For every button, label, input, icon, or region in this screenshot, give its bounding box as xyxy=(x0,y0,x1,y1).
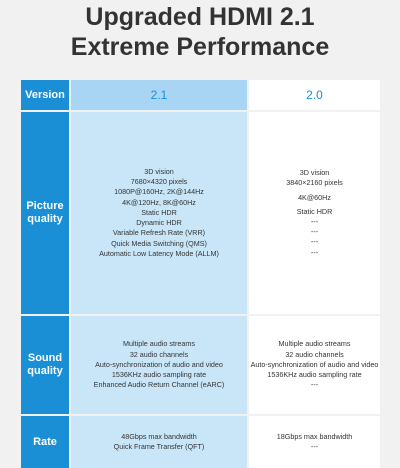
row-label-rate: Rate xyxy=(21,416,69,468)
spec-line: Automatic Low Latency Mode (ALLM) xyxy=(99,248,219,258)
spec-line: 3D vision xyxy=(144,167,174,177)
column-header-2-1-text: 2.1 xyxy=(150,88,168,102)
spec-line: 48Gbps max bandwidth xyxy=(121,431,197,441)
row-label-picture-line-2: quality xyxy=(27,213,63,225)
spec-line: --- xyxy=(310,247,319,257)
column-hdmi-2-1: 2.1 3D vision 7680×4320 pixels 1080P@160… xyxy=(71,80,247,468)
spec-line: Auto-synchronization of audio and video xyxy=(95,359,223,369)
spec-line: Enhanced Audio Return Channel (eARC) xyxy=(93,380,225,390)
spec-line: 1536KHz audio sampling rate xyxy=(267,370,362,380)
spec-line: Variable Refresh Rate (VRR) xyxy=(112,228,206,238)
column-header-2-0: 2.0 xyxy=(249,80,380,110)
row-label-sound-line-2: quality xyxy=(27,365,63,377)
spec-line: 3D vision xyxy=(299,168,330,178)
headline-line-2: Extreme Performance xyxy=(70,33,330,61)
spec-line: 1536KHz audio sampling rate xyxy=(111,370,207,380)
row-label-picture-quality: Picture quality xyxy=(21,112,69,314)
row-label-rate-text: Rate xyxy=(33,435,57,448)
row-label-picture-text: Picture quality xyxy=(26,200,63,226)
row-label-sound-line-1: Sound xyxy=(27,352,63,364)
spec-line: 32 audio channels xyxy=(129,349,189,359)
cell-2-1-rate: 48Gbps max bandwidth Quick Frame Transfe… xyxy=(71,416,247,468)
spec-line: Static HDR xyxy=(141,207,177,217)
comparison-table: Version Picture quality Sound quality Ra… xyxy=(21,80,380,468)
spec-line: --- xyxy=(310,442,319,451)
cell-2-1-sound: Multiple audio streams 32 audio channels… xyxy=(71,316,247,414)
spec-line: 3840×2160 pixels xyxy=(286,178,343,188)
cell-2-1-picture: 3D vision 7680×4320 pixels 1080P@160Hz, … xyxy=(71,112,247,314)
column-header-2-1: 2.1 xyxy=(71,80,247,110)
column-header-2-0-text: 2.0 xyxy=(306,88,323,102)
spec-line: 1080P@160Hz, 2K@144Hz xyxy=(114,187,204,197)
row-labels-column: Version Picture quality Sound quality Ra… xyxy=(21,80,69,468)
spec-line: Quick Frame Transfer (QFT) xyxy=(113,442,205,451)
spec-line: Static HDR xyxy=(296,206,333,216)
spec-line: --- xyxy=(310,380,319,390)
spec-line: --- xyxy=(310,217,319,226)
row-label-version-text: Version xyxy=(25,88,65,101)
spec-line: 7680×4320 pixels xyxy=(130,177,188,187)
spec-line: --- xyxy=(310,227,319,237)
spec-line: 32 audio channels xyxy=(285,349,344,359)
spec-line: 4K@60Hz xyxy=(298,192,331,202)
spec-line: 18Gbps max bandwidth xyxy=(276,431,353,441)
cell-2-0-picture: 3D vision 3840×2160 pixels 4K@60Hz Stati… xyxy=(249,112,380,314)
spec-line: Multiple audio streams xyxy=(123,339,195,349)
cell-2-0-rate: 18Gbps max bandwidth --- xyxy=(249,416,380,468)
column-hdmi-2-0: 2.0 3D vision 3840×2160 pixels 4K@60Hz S… xyxy=(249,80,380,468)
headline-line-1: Upgraded HDMI 2.1 xyxy=(85,3,315,31)
spec-line: Quick Media Switching (QMS) xyxy=(111,238,207,248)
row-label-sound-text: Sound quality xyxy=(27,352,62,378)
spec-line: --- xyxy=(310,237,319,247)
spec-line: Dynamic HDR xyxy=(136,218,182,228)
spec-line: Multiple audio streams xyxy=(278,339,351,349)
row-label-picture-line-1: Picture xyxy=(26,200,64,212)
row-label-version: Version xyxy=(21,80,69,110)
row-label-sound-quality: Sound quality xyxy=(21,316,69,414)
cell-2-0-sound: Multiple audio streams 32 audio channels… xyxy=(249,316,380,414)
spec-line: Auto-synchronization of audio and video xyxy=(250,359,379,369)
spec-line: 4K@120Hz, 8K@60Hz xyxy=(122,197,196,207)
